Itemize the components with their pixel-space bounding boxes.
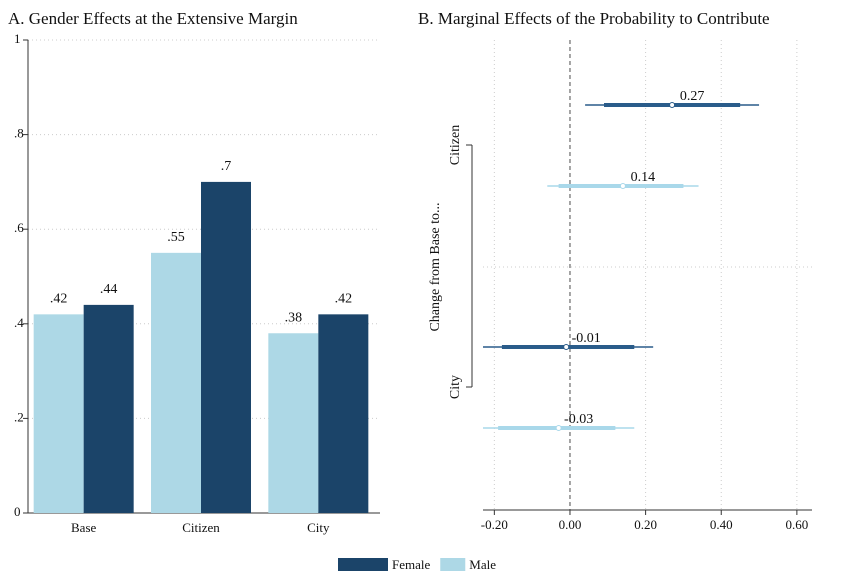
y-tick-label: Citizen xyxy=(448,125,463,165)
value-label: 0.14 xyxy=(631,170,656,185)
y-tick-label: .2 xyxy=(14,409,24,424)
bar xyxy=(33,314,84,513)
legend-label: Female xyxy=(392,557,430,572)
bar xyxy=(268,333,319,513)
point xyxy=(563,344,570,350)
bar xyxy=(83,304,134,513)
x-tick-label: 0.60 xyxy=(785,517,808,532)
x-tick-label: 0.40 xyxy=(710,517,733,532)
x-tick-label: -0.20 xyxy=(481,517,508,532)
value-label: -0.03 xyxy=(564,412,593,427)
x-tick-label: Citizen xyxy=(182,520,220,535)
y-axis-title: Change from Base to... xyxy=(428,202,443,331)
value-label: .44 xyxy=(100,282,118,297)
y-tick-label: 1 xyxy=(14,31,21,46)
bar xyxy=(318,314,369,513)
x-tick-label: Base xyxy=(71,520,97,535)
legend-label: Male xyxy=(469,557,496,572)
y-tick-label: 0 xyxy=(14,504,21,519)
y-tick-label: .6 xyxy=(14,220,24,235)
legend-swatch xyxy=(440,558,466,571)
value-label: .7 xyxy=(221,159,232,174)
x-tick-label: 0.20 xyxy=(634,517,657,532)
y-tick-label: .4 xyxy=(14,315,24,330)
bar xyxy=(201,181,251,513)
y-tick-label: .8 xyxy=(14,126,24,141)
panel-b-title: B. Marginal Effects of the Probability t… xyxy=(418,9,770,28)
value-label: .38 xyxy=(285,310,303,325)
value-label: .55 xyxy=(167,230,185,245)
bar xyxy=(151,252,201,513)
value-label: -0.01 xyxy=(572,331,601,346)
point xyxy=(669,102,676,108)
panel-a-title: A. Gender Effects at the Extensive Margi… xyxy=(8,9,298,28)
point xyxy=(555,425,562,431)
legend-swatch xyxy=(338,558,388,571)
y-tick-label: City xyxy=(448,375,463,399)
value-label: .42 xyxy=(50,292,68,307)
value-label: .42 xyxy=(335,292,353,307)
point xyxy=(619,183,626,189)
x-tick-label: City xyxy=(307,520,330,535)
value-label: 0.27 xyxy=(680,89,705,104)
x-tick-label: 0.00 xyxy=(559,517,582,532)
